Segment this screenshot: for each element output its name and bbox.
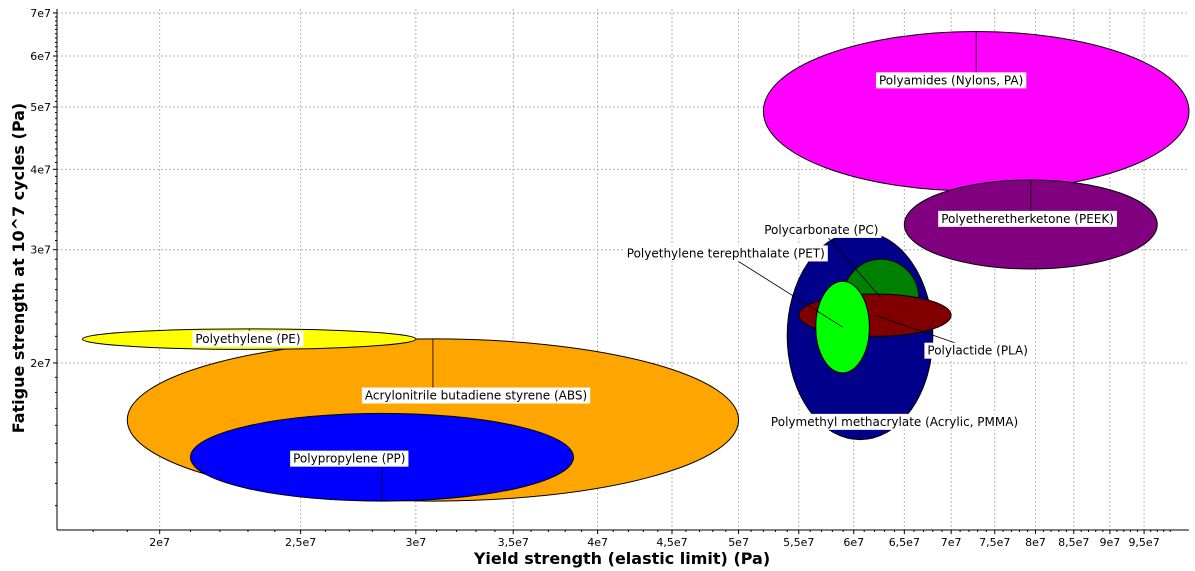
y-tick-label: 5e7 <box>30 101 51 114</box>
x-tick-label: 6,5e7 <box>889 536 920 549</box>
label-polyetheretherketone-peek: Polyetheretherketone (PEEK) <box>938 210 1117 227</box>
x-tick-label: 2e7 <box>149 536 170 549</box>
label-polyamides-nylons-pa: Polyamides (Nylons, PA) <box>875 72 1027 89</box>
x-tick-label: 9e7 <box>1100 536 1121 549</box>
label-box <box>290 450 409 467</box>
plot-frame <box>53 9 1189 534</box>
x-tick-label: 8,5e7 <box>1058 536 1089 549</box>
label-box <box>623 245 828 262</box>
x-tick-label: 4e7 <box>587 536 608 549</box>
x-tick-label: 8e7 <box>1025 536 1046 549</box>
label-box <box>767 413 1022 430</box>
label-text: Polycarbonate (PC) <box>764 223 878 237</box>
y-tick-label: 2e7 <box>30 357 51 370</box>
y-tick-label: 4e7 <box>30 163 51 176</box>
y-tick-label: 3e7 <box>30 244 51 257</box>
y-tick-label: 7e7 <box>30 7 51 20</box>
x-tick-label: 3e7 <box>405 536 426 549</box>
x-tick-label: 6e7 <box>843 536 864 549</box>
x-tick-label: 7e7 <box>941 536 962 549</box>
x-tick-label: 7,5e7 <box>979 536 1010 549</box>
label-polypropylene-pp: Polypropylene (PP) <box>290 450 409 467</box>
y-axis-title: Fatigue strength at 10^7 cycles (Pa) <box>9 103 28 434</box>
x-axis-title: Yield strength (elastic limit) (Pa) <box>473 549 770 568</box>
label-polyethylene-terephthalate-pet: Polyethylene terephthalate (PET) <box>623 245 828 262</box>
label-polycarbonate-pc: Polycarbonate (PC) <box>761 221 882 238</box>
label-box <box>938 210 1117 227</box>
x-tick-label: 9,5e7 <box>1128 536 1159 549</box>
label-text: Polymethyl methacrylate (Acrylic, PMMA) <box>771 415 1018 429</box>
label-box <box>761 221 882 238</box>
label-text: Polyethylene terephthalate (PET) <box>627 246 825 260</box>
leader-polyethylene-terephthalate-pet <box>725 253 843 328</box>
label-text: Polyethylene (PE) <box>195 332 300 346</box>
leader-polycarbonate-pc <box>821 229 882 299</box>
y-tick-label: 6e7 <box>30 50 51 63</box>
label-box <box>924 342 1031 359</box>
label-text: Polyetheretherketone (PEEK) <box>941 212 1114 226</box>
x-tick-label: 2,5e7 <box>285 536 316 549</box>
label-layer: Polyamides (Nylons, PA) Polyetheretherket… <box>192 72 1117 467</box>
label-text: Polylactide (PLA) <box>927 344 1028 358</box>
label-box <box>192 330 304 347</box>
label-text: Polyamides (Nylons, PA) <box>879 73 1023 87</box>
label-acrylonitrile-butadiene-styrene-abs: Acrylonitrile butadiene styrene (ABS) <box>361 387 591 404</box>
tick-labels: 2e7 2,5e7 3e7 3,5e7 4e7 4,5e7 5e7 5,5e7 6e7 6,5e7… <box>30 7 1159 549</box>
label-text: Polypropylene (PP) <box>293 452 405 466</box>
label-polymethyl-methacrylate-acrylic-pmma: Polymethyl methacrylate (Acrylic, PMMA) <box>767 413 1022 430</box>
label-polyethylene-pe: Polyethylene (PE) <box>192 330 304 347</box>
label-text: Acrylonitrile butadiene styrene (ABS) <box>365 389 587 403</box>
x-tick-label: 5e7 <box>728 536 749 549</box>
x-tick-label: 3,5e7 <box>498 536 529 549</box>
material-layer <box>81 31 1190 502</box>
label-polylactide-pla: Polylactide (PLA) <box>924 342 1031 359</box>
x-tick-label: 4,5e7 <box>656 536 687 549</box>
label-box <box>361 387 591 404</box>
label-box <box>875 72 1027 89</box>
x-tick-label: 5,5e7 <box>783 536 814 549</box>
